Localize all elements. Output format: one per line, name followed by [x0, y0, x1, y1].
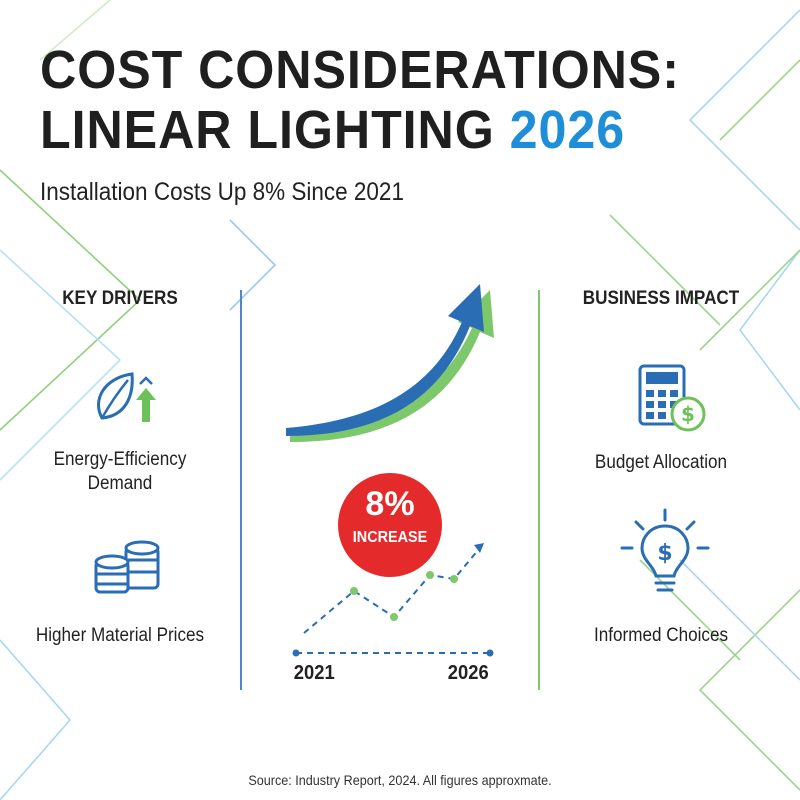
trend-arrowhead	[474, 543, 484, 553]
coin-stacks-icon	[94, 540, 160, 594]
informed-choices-label: Informed Choices	[593, 625, 729, 646]
svg-text:$: $	[657, 541, 672, 566]
baseline-start-point	[292, 649, 300, 657]
right-divider	[538, 290, 540, 690]
business-impact-heading: BUSINESS IMPACT	[582, 288, 740, 309]
growth-arrow-icon	[286, 284, 494, 442]
page-title: COST CONSIDERATIONS: LINEAR LIGHTING 202…	[40, 40, 680, 160]
left-divider	[240, 290, 242, 690]
increase-value: 8%	[365, 485, 415, 523]
increase-badge: 8% INCREASE	[338, 473, 442, 577]
energy-efficiency-label: Energy-Efficiency Demand	[53, 449, 187, 494]
source-note: Source: Industry Report, 2024. All figur…	[248, 772, 552, 788]
baseline-end-point	[486, 649, 494, 657]
trend-point	[350, 587, 358, 595]
trend-point	[426, 571, 434, 579]
title-year: 2026	[509, 100, 626, 160]
key-drivers-heading: KEY DRIVERS	[62, 288, 178, 309]
trend-line	[303, 542, 485, 634]
budget-allocation-label: Budget Allocation	[594, 452, 728, 473]
trend-point	[450, 575, 458, 583]
svg-text:$: $	[681, 402, 695, 426]
subtitle: Installation Costs Up 8% Since 2021	[40, 178, 404, 206]
title-line-2: LINEAR LIGHTING	[40, 100, 495, 160]
calculator-dollar-icon: $	[638, 364, 706, 432]
trend-point	[390, 613, 398, 621]
increase-label: INCREASE	[352, 529, 428, 546]
trend-line-chart	[292, 542, 494, 657]
end-year: 2026	[447, 662, 489, 684]
leaf-up-arrow-icon	[97, 372, 156, 422]
title-line-1: COST CONSIDERATIONS:	[40, 40, 680, 100]
material-prices-label: Higher Material Prices	[35, 625, 205, 646]
lightbulb-dollar-icon: $	[620, 508, 710, 592]
start-year: 2021	[293, 662, 335, 684]
